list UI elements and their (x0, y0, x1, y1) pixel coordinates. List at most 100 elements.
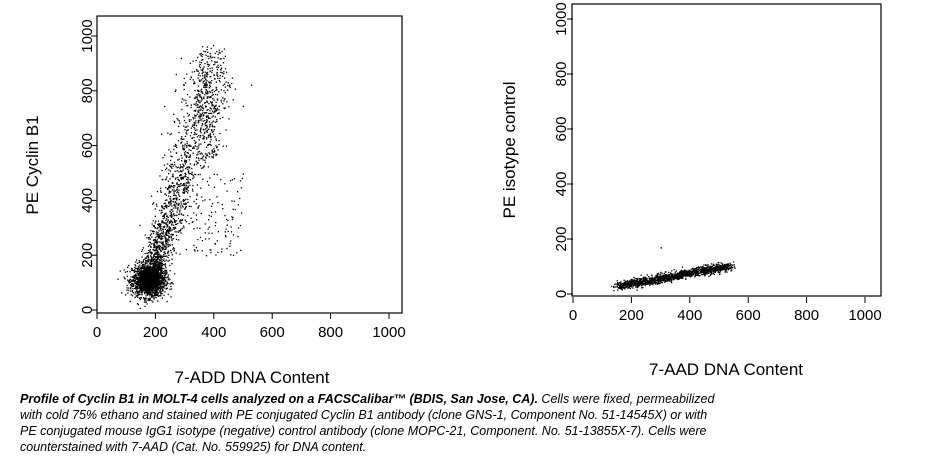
scatter-point (155, 253, 158, 255)
scatter-point (153, 272, 155, 274)
scatter-point (695, 268, 697, 270)
scatter-point (134, 273, 136, 275)
scatter-point (155, 245, 158, 248)
scatter-point (145, 260, 147, 262)
scatter-point (149, 250, 151, 253)
scatter-point (715, 265, 717, 268)
scatter-point (155, 236, 157, 239)
scatter-point (214, 63, 216, 65)
scatter-point (205, 130, 208, 132)
scatter-point (214, 56, 216, 59)
scatter-point (184, 163, 187, 165)
scatter-point (682, 274, 684, 276)
scatter-point (195, 120, 197, 122)
scatter-point (152, 276, 154, 279)
scatter-point (147, 294, 149, 296)
scatter-point (157, 275, 159, 277)
scatter-point (153, 286, 156, 288)
scatter-point (152, 288, 154, 290)
scatter-point (183, 183, 185, 185)
scatter-point (721, 264, 723, 267)
scatter-point (714, 270, 716, 272)
scatter-point (701, 269, 703, 272)
scatter-point (135, 271, 137, 273)
scatter-point (208, 219, 210, 221)
scatter-point (618, 284, 620, 286)
scatter-point (638, 284, 640, 286)
scatter-point (226, 190, 228, 192)
scatter-point (135, 282, 138, 284)
scatter-point (223, 73, 225, 75)
scatter-point (153, 246, 155, 248)
scatter-point (167, 132, 169, 134)
scatter-point (165, 240, 168, 242)
scatter-point (136, 288, 138, 290)
scatter-point (175, 199, 177, 201)
scatter-point (209, 85, 212, 88)
scatter-point (199, 165, 202, 167)
scatter-point (121, 292, 123, 294)
scatter-point (161, 244, 164, 246)
scatter-point (154, 288, 156, 291)
scatter-point (151, 283, 154, 285)
scatter-point (163, 226, 165, 228)
scatter-point (156, 280, 158, 282)
scatter-point (222, 97, 224, 99)
scatter-point (139, 293, 141, 296)
plot-frame (96, 15, 403, 314)
scatter-point (153, 267, 155, 269)
scatter-point (251, 84, 253, 86)
scatter-point (631, 286, 633, 288)
scatter-point (193, 163, 196, 165)
scatter-point (216, 153, 218, 156)
scatter-point (168, 169, 170, 171)
scatter-point (196, 93, 198, 95)
scatter-point (162, 228, 165, 230)
scatter-point (202, 178, 204, 180)
scatter-point (174, 202, 176, 204)
scatter-point (651, 283, 653, 286)
scatter-point (193, 134, 195, 136)
scatter-point (206, 118, 208, 121)
scatter-point (162, 264, 164, 266)
scatter-point (672, 276, 674, 279)
y-tick-label: 400 (79, 188, 96, 213)
scatter-point (128, 281, 130, 283)
scatter-point (730, 267, 732, 270)
scatter-point (133, 275, 135, 277)
scatter-point (620, 285, 622, 287)
scatter-point (142, 284, 144, 286)
scatter-point (209, 110, 211, 112)
scatter-point (175, 238, 178, 241)
scatter-point (151, 288, 153, 290)
scatter-point (153, 255, 155, 257)
scatter-point (168, 202, 170, 205)
scatter-point (142, 271, 144, 273)
scatter-point (688, 270, 690, 272)
scatter-point (169, 133, 171, 136)
scatter-point (136, 293, 138, 295)
scatter-point (147, 293, 149, 295)
scatter-point (200, 54, 202, 57)
scatter-point (183, 84, 185, 86)
scatter-point (621, 283, 623, 285)
scatter-point (222, 84, 224, 86)
scatter-point (726, 265, 728, 267)
scatter-point (636, 289, 638, 291)
scatter-point (168, 245, 170, 248)
scatter-point (662, 277, 664, 279)
scatter-point (223, 48, 226, 50)
scatter-point (692, 274, 695, 276)
scatter-point (213, 151, 215, 153)
scatter-point (662, 276, 665, 278)
scatter-point (151, 285, 153, 287)
scatter-point (177, 209, 179, 211)
scatter-point (214, 150, 216, 153)
scatter-point (652, 279, 654, 282)
scatter-point (183, 148, 185, 150)
scatter-point (204, 123, 206, 125)
scatter-point (147, 290, 149, 292)
scatter-point (153, 273, 155, 275)
scatter-point (139, 277, 142, 279)
scatter-point (197, 74, 200, 76)
